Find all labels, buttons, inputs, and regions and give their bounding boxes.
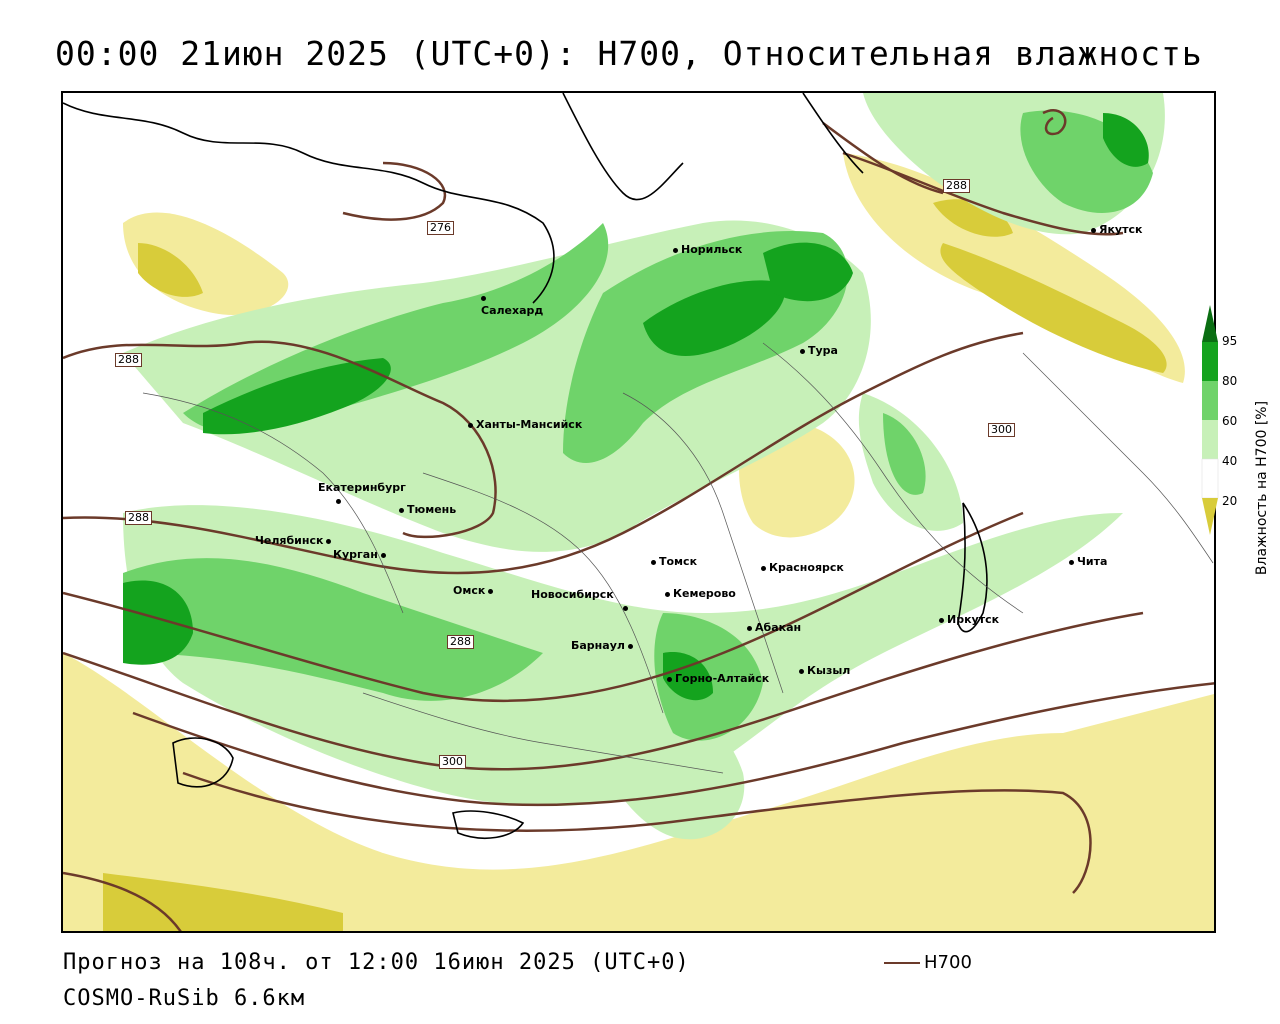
city-label: Иркутск xyxy=(947,613,1000,626)
city-label: Норильск xyxy=(681,243,743,256)
city-marker: Новосибирск xyxy=(531,588,631,614)
city-marker: Абакан xyxy=(747,621,801,634)
contour-legend-swatch xyxy=(884,961,920,964)
city-marker: Норильск xyxy=(673,243,742,256)
city-label: Томск xyxy=(659,555,698,568)
city-marker: Чита xyxy=(1069,555,1107,568)
city-marker: Тюмень xyxy=(399,503,456,516)
city-label: Якутск xyxy=(1099,223,1143,236)
colorbar-tick: 60 xyxy=(1222,414,1238,428)
city-label: Барнаул xyxy=(571,639,625,652)
contour-label: 276 xyxy=(427,221,454,235)
admin-borders xyxy=(142,342,1214,774)
contour-label: 288 xyxy=(125,511,152,525)
colorbar-tick: 95 xyxy=(1222,334,1238,348)
city-marker: Красноярск xyxy=(761,561,844,574)
city-label: Курган xyxy=(333,548,378,561)
saturated-areas xyxy=(123,113,1149,701)
city-label: Тура xyxy=(808,344,838,357)
city-label: Омск xyxy=(453,584,486,597)
colorbar-tick: 80 xyxy=(1222,374,1238,388)
model-name: COSMO-RuSib 6.6км xyxy=(63,986,306,1011)
contour-legend-label: H700 xyxy=(924,952,972,973)
h700-contours xyxy=(63,109,1214,931)
city-label: Челябинск xyxy=(255,534,324,547)
colorbar-tick: 20 xyxy=(1222,494,1238,508)
city-marker: Горно-Алтайск xyxy=(667,672,769,685)
city-marker: Ханты-Мансийск xyxy=(468,418,582,431)
city-marker: Екатеринбург xyxy=(318,481,406,507)
city-marker: Омск xyxy=(453,584,496,597)
city-label: Тюмень xyxy=(407,503,457,516)
city-label: Горно-Алтайск xyxy=(675,672,770,685)
city-label: Кемерово xyxy=(673,587,736,600)
map-title: 00:00 21июн 2025 (UTC+0): H700, Относите… xyxy=(55,34,1203,73)
humidity-colorbar xyxy=(1201,305,1219,535)
city-label: Красноярск xyxy=(769,561,844,574)
city-marker: Кызыл xyxy=(799,664,850,677)
city-marker: Челябинск xyxy=(255,534,334,547)
city-marker: Кемерово xyxy=(665,587,736,600)
contour-label: 300 xyxy=(439,755,466,769)
city-label: Чита xyxy=(1077,555,1108,568)
contour-label: 288 xyxy=(447,635,474,649)
coastlines xyxy=(63,93,988,839)
city-marker: Курган xyxy=(333,548,389,561)
city-marker: Иркутск xyxy=(939,613,999,626)
city-label: Ханты-Мансийск xyxy=(476,418,583,431)
city-label: Кызыл xyxy=(807,664,851,677)
contour-label: 288 xyxy=(115,353,142,367)
city-marker: Тура xyxy=(800,344,838,357)
colorbar-tick: 40 xyxy=(1222,454,1238,468)
city-label: Екатеринбург xyxy=(318,481,406,494)
city-marker: Салехард xyxy=(481,291,543,317)
contour-legend: H700 xyxy=(884,952,972,973)
forecast-info: Прогноз на 108ч. от 12:00 16июн 2025 (UT… xyxy=(63,950,690,975)
city-label: Абакан xyxy=(755,621,802,634)
city-marker: Томск xyxy=(651,555,697,568)
contour-label: 288 xyxy=(943,179,970,193)
map-panel: 276 288 288 288 288 300 300 Норильск Сал… xyxy=(61,91,1216,933)
city-label: Салехард xyxy=(481,304,544,317)
city-marker: Якутск xyxy=(1091,223,1142,236)
contour-label: 300 xyxy=(988,423,1015,437)
city-marker: Барнаул xyxy=(571,639,636,652)
city-label: Новосибирск xyxy=(531,588,614,601)
humidity-field xyxy=(63,93,1214,931)
colorbar-title: Влажность на H700 [%] xyxy=(1254,400,1270,576)
